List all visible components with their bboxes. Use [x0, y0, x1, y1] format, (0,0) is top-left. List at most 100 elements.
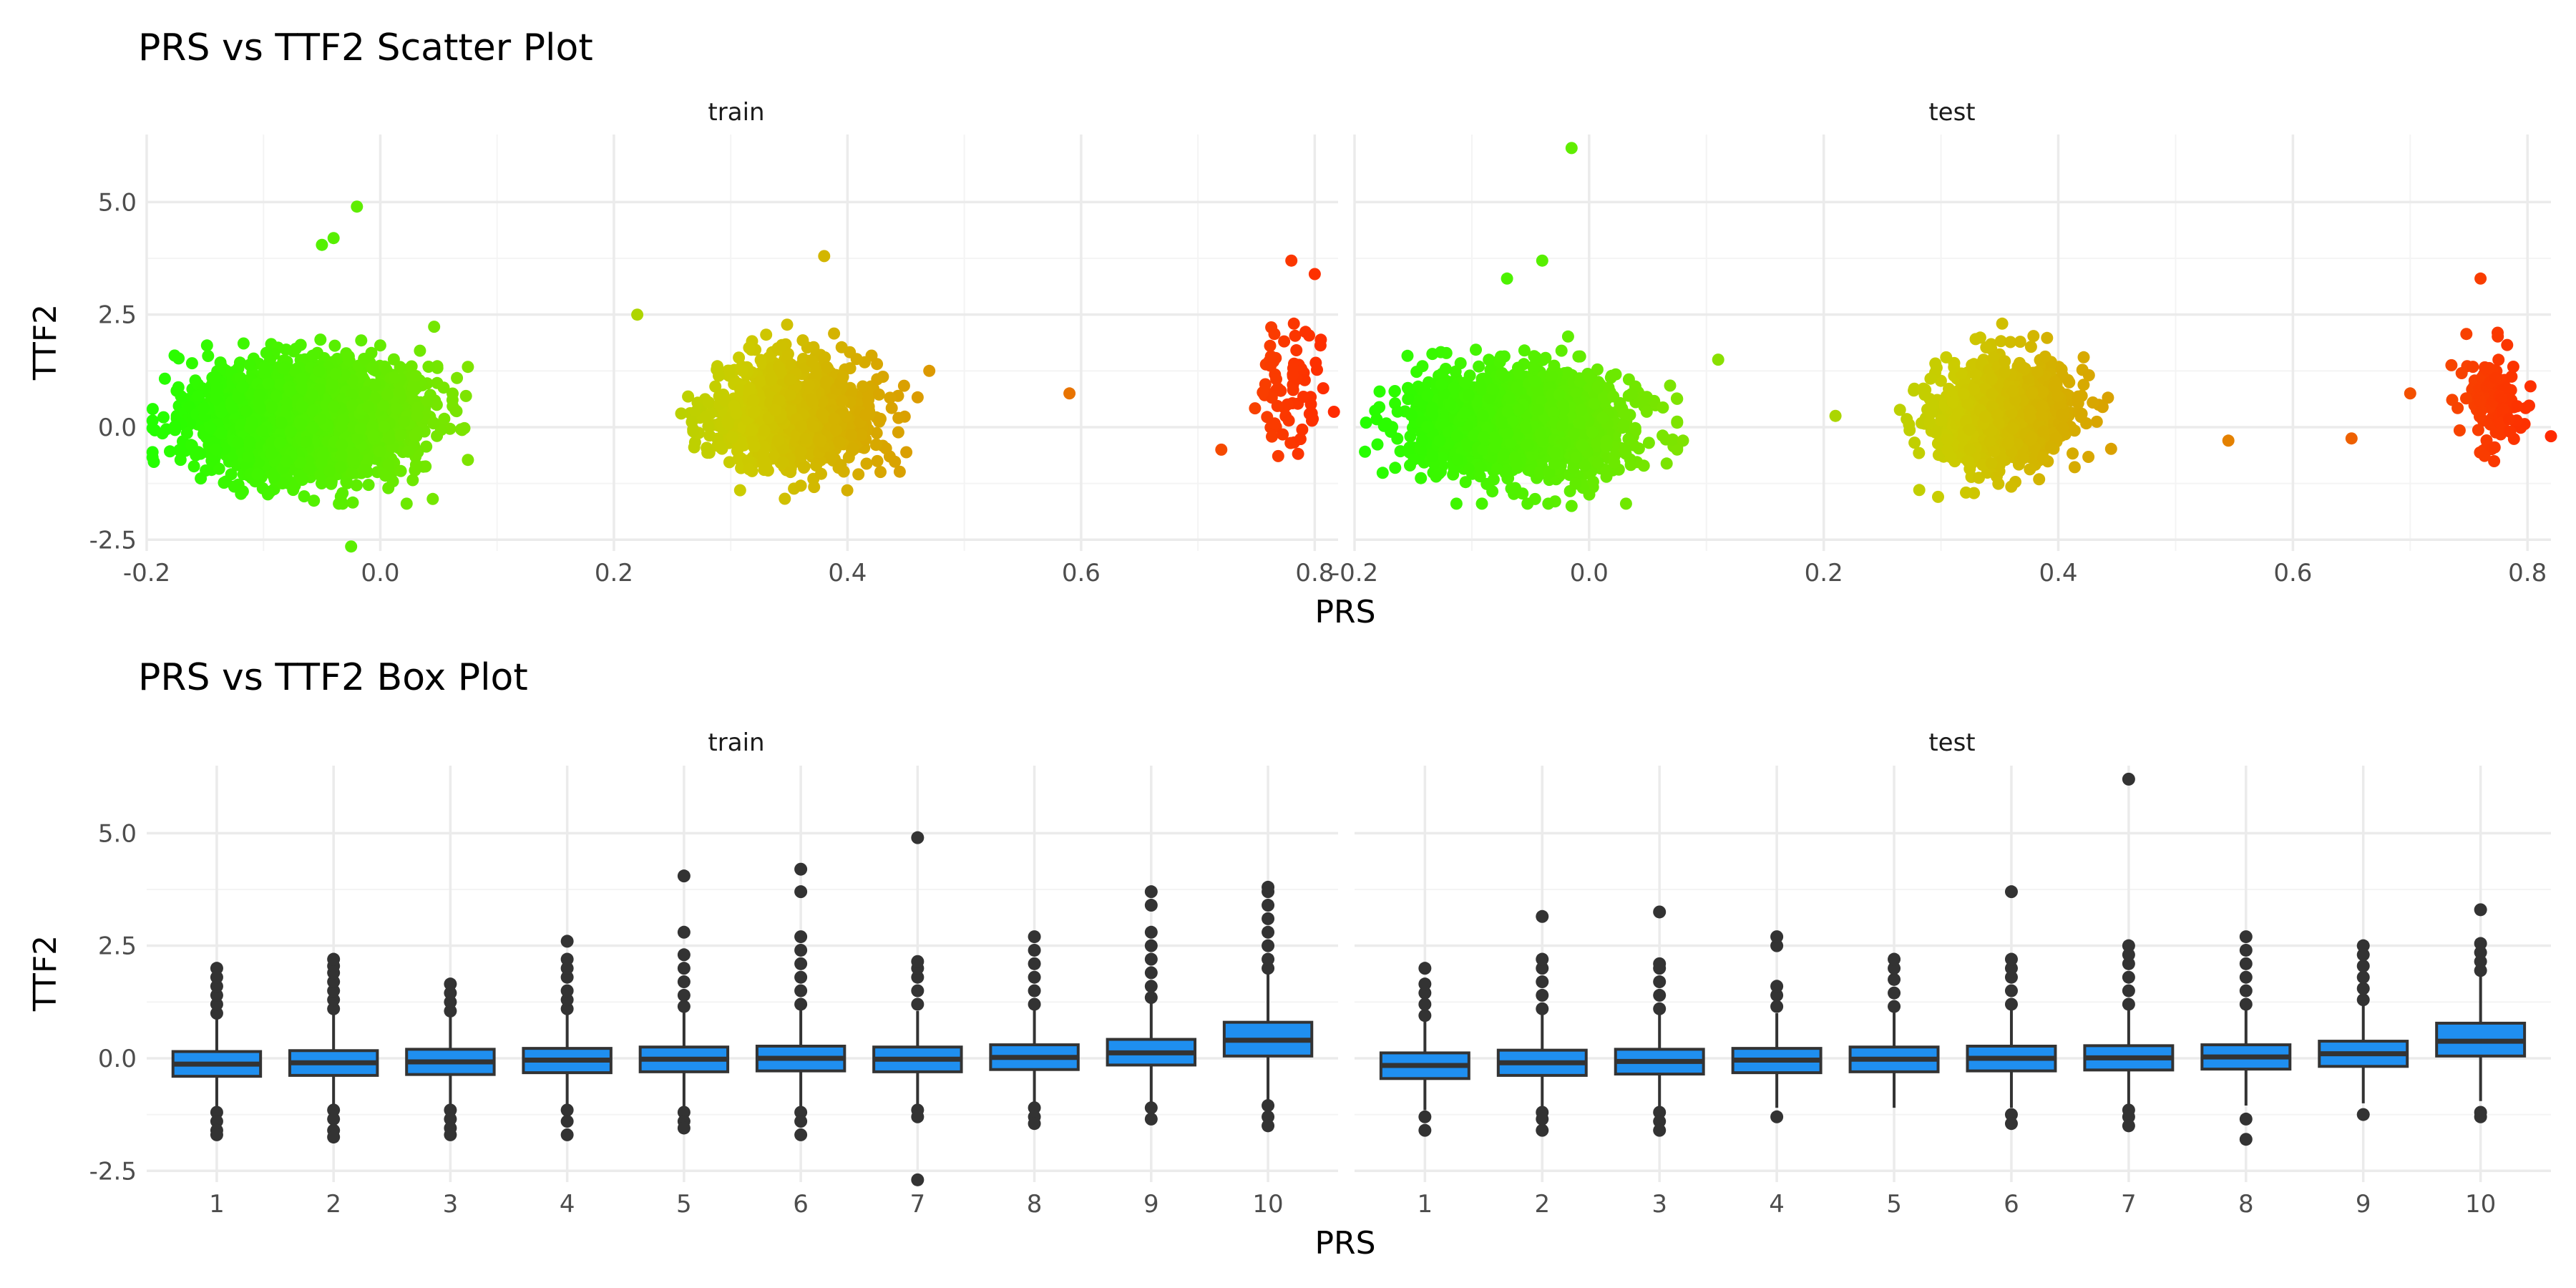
scatter-point	[341, 477, 353, 489]
scatter-point	[802, 379, 815, 391]
scatter-point	[346, 496, 359, 509]
scatter-point	[815, 434, 827, 447]
scatter-point	[240, 405, 253, 418]
scatter-point	[327, 232, 340, 245]
scatter-point	[342, 350, 355, 363]
scatter-point	[900, 446, 913, 459]
scatter-point	[733, 351, 746, 364]
scatter-point	[334, 461, 347, 474]
scatter-point	[328, 400, 341, 413]
scatter-point	[243, 358, 256, 371]
scatter-point	[703, 429, 716, 442]
scatter-x-tick-label: 0.8	[2508, 559, 2547, 587]
scatter-point	[1063, 387, 1076, 400]
scatter-point	[253, 389, 266, 401]
scatter-point	[806, 355, 819, 368]
scatter-facet-train-label: train	[708, 98, 764, 127]
scatter-point	[1470, 343, 1482, 356]
scatter-point	[195, 472, 208, 485]
scatter-point	[262, 377, 275, 390]
scatter-point	[837, 465, 850, 478]
scatter-point	[323, 464, 336, 477]
scatter-point	[687, 425, 700, 438]
scatter-point	[427, 416, 440, 429]
scatter-point	[374, 339, 386, 352]
scatter-point	[1270, 373, 1282, 386]
scatter-point	[1282, 414, 1295, 427]
scatter-point	[419, 460, 432, 473]
scatter-point	[889, 455, 902, 468]
scatter-point	[1369, 404, 1382, 417]
scatter-point	[354, 422, 367, 435]
scatter-x-tick-label: 0.4	[2039, 559, 2077, 587]
scatter-point	[758, 464, 771, 477]
scatter-point	[816, 407, 829, 420]
scatter-point	[897, 379, 910, 392]
scatter-point	[873, 415, 886, 428]
scatter-point	[409, 464, 421, 477]
scatter-point	[362, 479, 375, 492]
scatter-point	[261, 488, 274, 501]
scatter-point	[863, 408, 875, 421]
scatter-point	[753, 375, 766, 388]
scatter-point	[300, 436, 313, 448]
scatter-point	[390, 402, 403, 415]
scatter-point	[202, 350, 215, 362]
scatter-point	[722, 418, 735, 431]
scatter-x-tick-label: -0.2	[123, 559, 170, 587]
scatter-point	[776, 338, 789, 351]
scatter-point	[828, 412, 841, 425]
scatter-point	[289, 343, 302, 355]
scatter-point	[1264, 359, 1277, 372]
scatter-title: PRS vs TTF2 Scatter Plot	[138, 26, 593, 69]
scatter-point	[1257, 386, 1269, 399]
scatter-point	[146, 421, 159, 434]
scatter-point	[335, 438, 348, 451]
scatter-point	[325, 475, 338, 488]
scatter-point	[835, 341, 848, 353]
scatter-point	[358, 386, 371, 399]
scatter-point	[779, 492, 791, 505]
scatter-point	[405, 360, 418, 373]
scatter-y-tick-label: 5.0	[98, 188, 137, 217]
scatter-point	[146, 451, 159, 464]
scatter-point	[378, 421, 391, 433]
scatter-point	[316, 449, 329, 462]
scatter-point	[298, 490, 311, 503]
scatter-facet-test-label: test	[1928, 98, 1975, 127]
scatter-point	[1664, 379, 1677, 392]
scatter-point	[797, 462, 810, 474]
scatter-point	[210, 381, 223, 394]
scatter-point	[857, 380, 869, 393]
scatter-y-tick-label: 0.0	[98, 414, 137, 442]
scatter-point	[245, 416, 258, 429]
scatter-point	[818, 250, 831, 263]
scatter-point	[409, 370, 422, 382]
scatter-point	[1272, 449, 1284, 462]
scatter-point	[450, 405, 463, 418]
scatter-point	[1373, 385, 1386, 398]
scatter-point	[296, 400, 308, 413]
scatter-point	[306, 349, 319, 362]
scatter-point	[411, 401, 424, 414]
scatter-point	[277, 362, 290, 375]
scatter-point	[273, 436, 286, 449]
scatter-point	[733, 484, 746, 497]
scatter-point	[379, 469, 392, 482]
scatter-point	[1327, 406, 1340, 418]
scatter-point	[446, 394, 459, 406]
scatter-point	[1410, 366, 1423, 379]
scatter-point	[795, 420, 808, 433]
scatter-x-tick-label: -0.2	[1331, 559, 1378, 587]
scatter-point	[345, 540, 358, 553]
scatter-point	[243, 436, 256, 449]
scatter-point	[335, 420, 348, 433]
scatter-point	[328, 339, 341, 352]
scatter-point	[1268, 417, 1281, 430]
scatter-point	[726, 431, 738, 444]
scatter-point	[847, 442, 859, 454]
scatter-point	[400, 497, 413, 510]
scatter-point	[758, 424, 771, 437]
scatter-point	[871, 358, 884, 371]
scatter-point	[204, 421, 217, 434]
